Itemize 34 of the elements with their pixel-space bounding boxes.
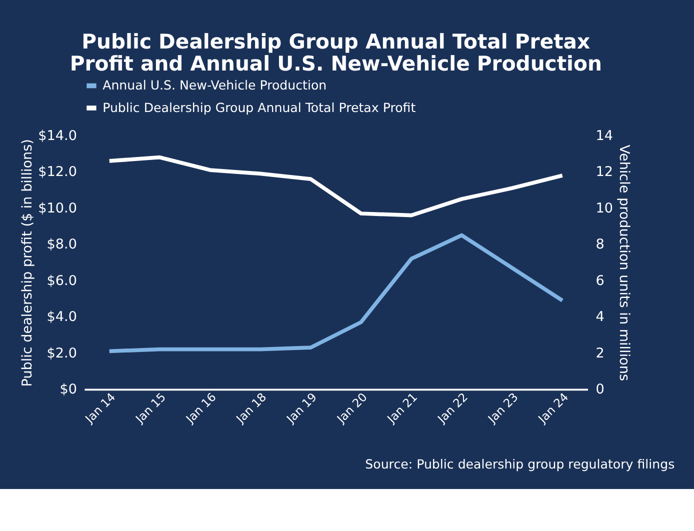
y2-tick-label: 6 (596, 272, 604, 289)
chart-title: Public Dealership Group Annual Total Pretax Profit and Annual U.S. New-Vehicle Production (70, 29, 602, 76)
y2-tick-label: 4 (596, 309, 604, 326)
x-tick-label: Jan 21 (384, 390, 420, 426)
x-tick-label: Jan 23 (484, 390, 521, 426)
y2-tick-label: 8 (596, 236, 604, 253)
x-tick-label: Jan 20 (333, 390, 370, 426)
y2-tick-label: 14 (596, 128, 614, 144)
x-tick-label: Jan 16 (182, 390, 219, 426)
y-tick-label: $8.0 (46, 236, 77, 253)
x-tick-label: Jan 24 (534, 390, 572, 426)
y2-tick-label: 12 (596, 164, 614, 180)
y2-axis-title: Vehicle production units in millions (616, 144, 632, 382)
line-series (107, 155, 564, 218)
y-axis-title: Public dealership profit ($ in billions) (19, 139, 36, 387)
x-tick-label: Jan 18 (232, 390, 270, 426)
y-tick-label: $0 (60, 382, 77, 398)
y2-tick-label: 2 (596, 345, 604, 362)
y-tick-label: $14.0 (38, 128, 77, 144)
y-tick-label: $12.0 (38, 164, 77, 180)
y-tick-label: $2.0 (46, 345, 77, 362)
line-series (107, 233, 564, 354)
source-note: Source: Public dealership group regulatory filings (365, 456, 675, 472)
legend-label: Annual U.S. New-Vehicle Production (102, 78, 327, 93)
x-tick-label: Jan 19 (283, 390, 320, 426)
x-tick-label: Jan 15 (132, 390, 168, 426)
x-tick-label: Jan 14 (82, 390, 118, 426)
y-tick-label: $4.0 (46, 309, 77, 326)
y2-tick-label: 10 (596, 200, 614, 216)
legend-label: Public Dealership Group Annual Total Pretax Profit (102, 100, 416, 115)
y-tick-label: $10.0 (38, 200, 77, 216)
x-tick-label: Jan 22 (434, 390, 470, 426)
y-tick-label: $6.0 (46, 272, 77, 289)
y2-tick-label: 0 (596, 382, 604, 398)
